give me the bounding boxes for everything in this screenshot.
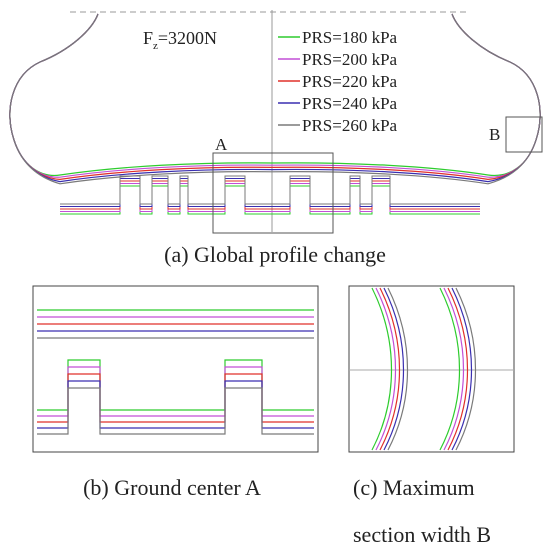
panel-c-inner-curve (375, 287, 397, 451)
panel-c-outer-curve (451, 287, 473, 451)
profile-curves (9, 13, 541, 185)
panel-c-inner-curve (379, 287, 401, 451)
load-label: Fz=3200N (143, 28, 217, 52)
tread-profile (60, 183, 480, 212)
panel-b-frame (32, 285, 319, 453)
legend-label: PRS=220 kPa (302, 72, 398, 91)
legend-label: PRS=240 kPa (302, 94, 398, 113)
panel-c-outer-curve (443, 287, 465, 451)
legend-label: PRS=180 kPa (302, 28, 398, 47)
panel-c-inner-curve (371, 287, 393, 451)
panel-c-outer-curve (447, 287, 469, 451)
legend-label: PRS=200 kPa (302, 50, 398, 69)
caption-c-line2: section width B (353, 522, 491, 547)
profile-curve (9, 13, 541, 177)
tread-profile (60, 180, 480, 210)
region-a-box (212, 152, 334, 234)
panel-c-inner-curve (383, 287, 405, 451)
panel-b-tread-line (37, 387, 314, 435)
panel-c-curves (371, 287, 477, 451)
region-b-box (505, 116, 543, 153)
panel-b-curves (37, 309, 314, 435)
profile-curve (9, 13, 541, 181)
panel-c-frame (348, 285, 515, 453)
profile-curve (9, 13, 541, 185)
tread-profile (60, 185, 480, 215)
caption-a: (a) Global profile change (164, 242, 386, 267)
region-b-label: B (489, 125, 500, 144)
legend: PRS=180 kPa PRS=200 kPa PRS=220 kPa PRS=… (278, 28, 398, 135)
panel-c-outer-curve (455, 287, 477, 451)
caption-c-line1: (c) Maximum (353, 475, 475, 500)
caption-b: (b) Ground center A (83, 475, 261, 500)
panel-c-outer-curve (439, 287, 461, 451)
legend-label: PRS=260 kPa (302, 116, 398, 135)
panel-c-inner-curve (387, 287, 409, 451)
tread-blocks (60, 175, 480, 215)
profile-curve (9, 13, 541, 183)
region-a-label: A (215, 135, 228, 154)
tread-profile (60, 175, 480, 205)
tread-profile (60, 178, 480, 207)
